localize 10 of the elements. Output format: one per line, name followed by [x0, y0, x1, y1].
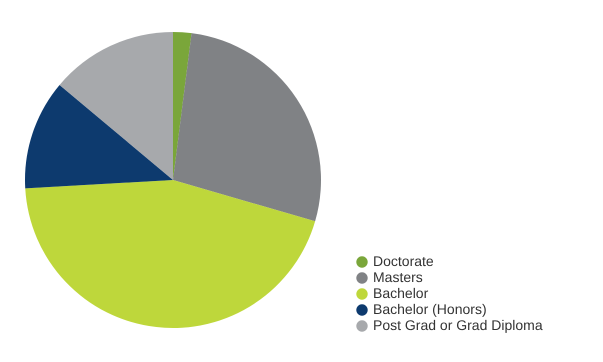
pie-slice	[173, 33, 321, 222]
pie-slice	[25, 84, 173, 188]
legend-label: Doctorate	[373, 253, 434, 269]
legend-label: Bachelor (Honors)	[373, 301, 487, 317]
legend-label: Masters	[373, 269, 423, 285]
legend-label: Bachelor	[373, 285, 429, 301]
pie-slice	[25, 180, 316, 328]
pie-slice	[60, 32, 173, 180]
legend-label: Post Grad or Grad Diploma	[373, 317, 543, 333]
pie-slice	[173, 32, 192, 180]
